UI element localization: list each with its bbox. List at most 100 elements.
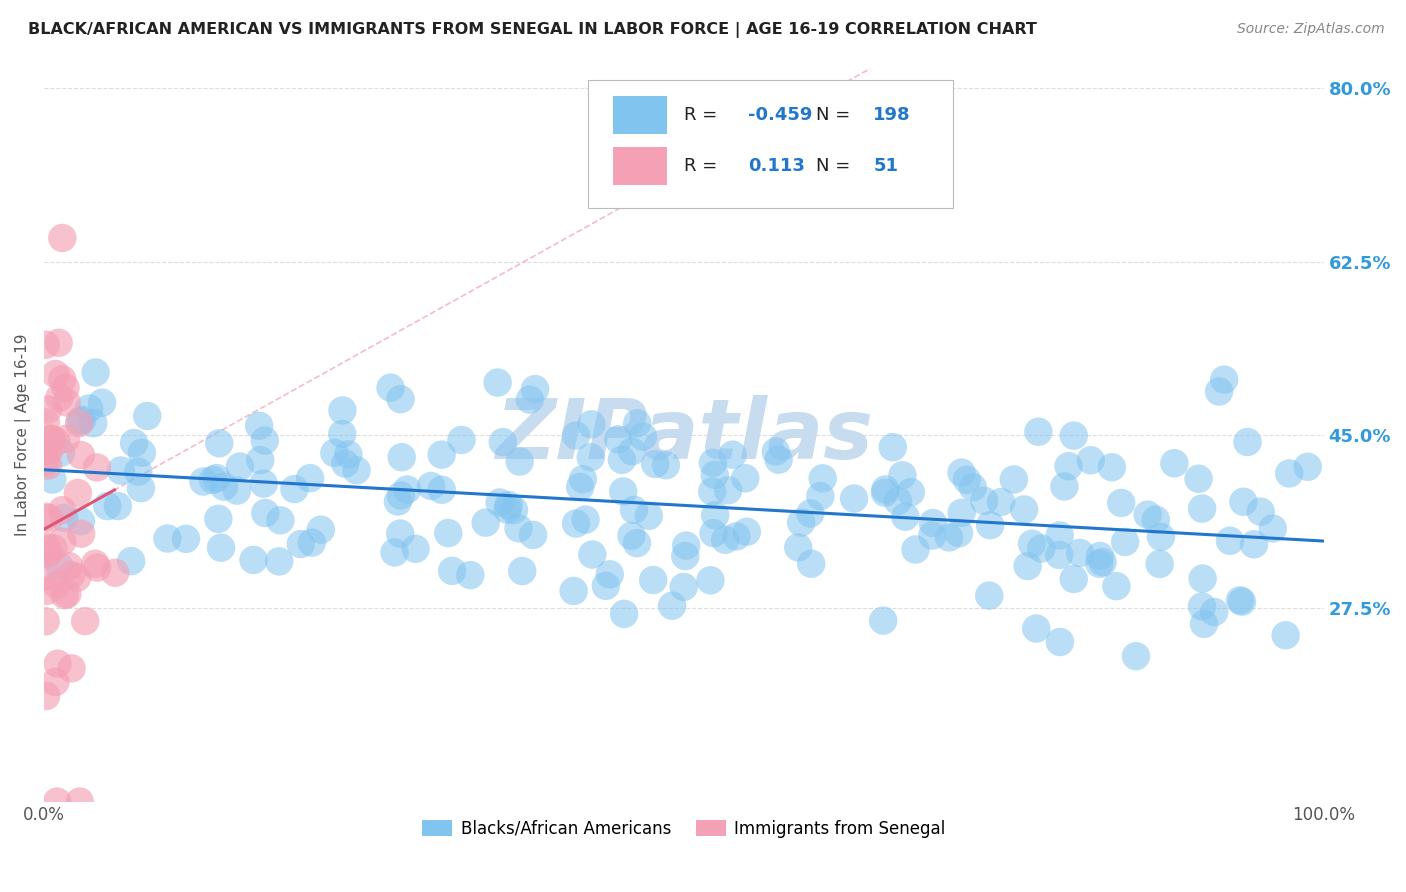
- Point: [84, 557, 107, 571]
- Point: [626, 416, 648, 430]
- Point: [661, 599, 683, 613]
- Point: [35, 455, 58, 469]
- Text: 198: 198: [873, 106, 911, 124]
- Point: [405, 541, 427, 556]
- Point: [1114, 535, 1136, 549]
- Point: [42, 541, 65, 556]
- Point: [1101, 460, 1123, 475]
- Point: [82, 416, 104, 430]
- Point: [430, 448, 453, 462]
- Point: [1125, 649, 1147, 664]
- Point: [389, 488, 412, 502]
- Point: [301, 535, 323, 549]
- Point: [91, 396, 114, 410]
- Point: [1236, 434, 1258, 449]
- Point: [1063, 428, 1085, 442]
- Point: [1204, 605, 1226, 619]
- Point: [51, 231, 73, 245]
- Point: [51, 372, 73, 386]
- FancyBboxPatch shape: [588, 79, 952, 208]
- Point: [721, 448, 744, 462]
- Point: [508, 521, 530, 535]
- Point: [104, 566, 127, 580]
- Point: [990, 495, 1012, 509]
- Point: [474, 516, 496, 530]
- Point: [979, 589, 1001, 603]
- Point: [37, 547, 59, 561]
- Point: [1144, 513, 1167, 527]
- Point: [86, 560, 108, 574]
- Point: [131, 446, 153, 460]
- Point: [519, 392, 541, 407]
- Point: [60, 568, 83, 582]
- Point: [875, 483, 897, 497]
- Point: [207, 512, 229, 526]
- Text: 0.113: 0.113: [748, 157, 804, 175]
- Point: [699, 574, 721, 588]
- Point: [35, 689, 58, 703]
- Point: [55, 432, 77, 446]
- Point: [205, 471, 228, 485]
- Point: [1150, 530, 1173, 544]
- Text: N =: N =: [815, 106, 856, 124]
- Point: [77, 401, 100, 416]
- Point: [1049, 635, 1071, 649]
- Point: [45, 578, 67, 592]
- Point: [811, 471, 834, 485]
- Point: [610, 453, 633, 467]
- Point: [595, 579, 617, 593]
- Point: [1105, 579, 1128, 593]
- Point: [254, 506, 277, 520]
- Point: [283, 482, 305, 496]
- Point: [387, 494, 409, 508]
- Point: [290, 537, 312, 551]
- Text: R =: R =: [683, 106, 723, 124]
- Point: [607, 433, 630, 447]
- Point: [581, 548, 603, 562]
- Point: [70, 448, 93, 462]
- Point: [900, 485, 922, 500]
- Point: [389, 526, 412, 541]
- Point: [1088, 549, 1111, 563]
- Point: [48, 559, 70, 574]
- Point: [44, 675, 66, 690]
- Point: [48, 335, 70, 350]
- Point: [39, 431, 62, 445]
- Point: [637, 508, 659, 523]
- Point: [599, 567, 621, 582]
- Point: [623, 503, 645, 517]
- Point: [45, 434, 67, 449]
- Point: [524, 382, 547, 396]
- Point: [956, 473, 979, 487]
- Point: [450, 433, 472, 447]
- Point: [1031, 541, 1053, 556]
- Point: [441, 564, 464, 578]
- Point: [156, 532, 179, 546]
- Point: [1080, 453, 1102, 467]
- Text: ZIPatlas: ZIPatlas: [495, 394, 873, 475]
- Point: [950, 466, 973, 480]
- Point: [37, 402, 59, 417]
- Point: [1028, 425, 1050, 439]
- Point: [420, 479, 443, 493]
- Point: [34, 444, 56, 458]
- Point: [1149, 557, 1171, 571]
- Point: [565, 428, 588, 442]
- Point: [1191, 599, 1213, 614]
- Point: [620, 529, 643, 543]
- Point: [330, 427, 353, 442]
- Point: [1191, 572, 1213, 586]
- Point: [299, 471, 322, 485]
- Point: [1163, 456, 1185, 470]
- Point: [70, 413, 93, 427]
- Point: [247, 418, 270, 433]
- Point: [1088, 557, 1111, 571]
- Point: [765, 444, 787, 458]
- Point: [34, 541, 56, 556]
- Point: [1250, 505, 1272, 519]
- Text: -0.459: -0.459: [748, 106, 813, 124]
- Point: [120, 554, 142, 568]
- Point: [702, 456, 724, 470]
- Text: N =: N =: [815, 157, 856, 175]
- Point: [53, 511, 76, 525]
